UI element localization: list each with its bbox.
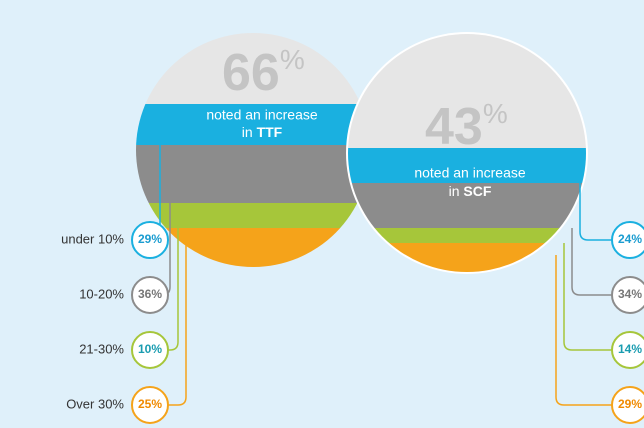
legend: under 10% 29% 24% 10-20% 36% 34% 21-30% 10% 14% O… <box>61 145 644 424</box>
left-value: 10% <box>138 342 162 356</box>
right-value: 14% <box>618 342 642 356</box>
connector <box>579 183 612 241</box>
left-value: 25% <box>138 397 162 411</box>
category-label: under 10% <box>61 231 124 246</box>
right-circle <box>348 34 586 272</box>
connector <box>571 228 612 296</box>
left-value: 29% <box>138 232 162 246</box>
left-caption-2: in TTF <box>242 124 283 140</box>
connector <box>555 255 612 406</box>
bubble <box>131 276 169 314</box>
bubble <box>611 331 644 369</box>
category-label: 21-30% <box>79 341 124 356</box>
right-value: 34% <box>618 287 642 301</box>
left-caption: noted an increase <box>206 107 318 123</box>
connector <box>563 243 612 351</box>
connector <box>168 240 187 406</box>
bubble <box>611 276 644 314</box>
right-caption-2: in SCF <box>449 183 492 199</box>
bubble <box>131 221 169 259</box>
bubble <box>131 386 169 424</box>
right-headline: 43% <box>425 98 508 156</box>
category-label: 10-20% <box>79 286 124 301</box>
left-value: 36% <box>138 287 162 301</box>
right-caption: noted an increase <box>414 165 526 181</box>
bubble <box>611 386 644 424</box>
bubble <box>611 221 644 259</box>
bubble <box>131 331 169 369</box>
category-label: Over 30% <box>66 396 124 411</box>
right-value: 24% <box>618 232 642 246</box>
connector <box>168 228 179 351</box>
right-value: 29% <box>618 397 642 411</box>
left-headline: 66% <box>222 44 305 102</box>
